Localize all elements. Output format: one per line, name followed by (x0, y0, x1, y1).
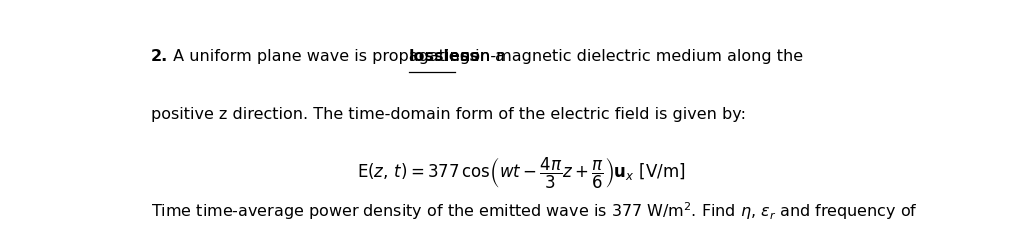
Text: Time time-average power density of the emitted wave is 377 W/m$^2$. Find $\eta$,: Time time-average power density of the e… (151, 200, 918, 222)
Text: 2.: 2. (151, 49, 168, 64)
Text: A uniform plane wave is propagating in a: A uniform plane wave is propagating in a (168, 49, 510, 64)
Text: positive z direction. The time-domain form of the electric field is given by:: positive z direction. The time-domain fo… (151, 107, 746, 122)
Text: $\mathrm{E}(z,\,t) = 377\,\cos\!\left(wt - \dfrac{4\pi}{3}z + \dfrac{\pi}{6}\rig: $\mathrm{E}(z,\,t) = 377\,\cos\!\left(wt… (357, 156, 686, 191)
Text: non-magnetic dielectric medium along the: non-magnetic dielectric medium along the (455, 49, 803, 64)
Text: lossless: lossless (409, 49, 479, 64)
